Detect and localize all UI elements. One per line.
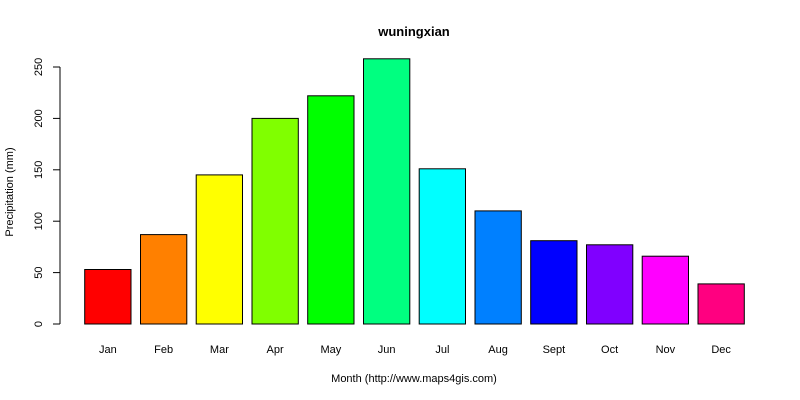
x-tick-label: Feb <box>154 344 173 356</box>
y-tick-label: 50 <box>33 266 45 278</box>
bar-mar <box>195 174 243 325</box>
bar-may <box>307 95 355 325</box>
y-axis-label: Precipitation (mm) <box>4 147 16 236</box>
x-tick-labels: Jan Feb Mar Apr May Jun Jul Aug Sept Oct Nov Dec <box>99 344 731 356</box>
bar-nov <box>641 255 690 325</box>
x-tick-label: Sept <box>543 344 566 356</box>
x-tick-label: Jun <box>378 344 396 356</box>
x-tick-label: Mar <box>210 344 229 356</box>
x-tick-label: Jul <box>435 344 449 356</box>
x-tick-label: Nov <box>656 344 676 356</box>
bar-aug <box>474 210 522 325</box>
y-tick-label: 250 <box>33 58 45 76</box>
bar-jul <box>418 168 467 325</box>
chart-title: wuningxian <box>377 24 450 39</box>
x-tick-label: May <box>321 344 342 356</box>
bar-group <box>84 58 745 325</box>
y-tick-label: 150 <box>33 161 45 179</box>
bar-jun <box>363 58 411 325</box>
bar-apr <box>251 117 299 325</box>
y-tick-label: 200 <box>33 109 45 127</box>
y-tick-label: 0 <box>33 321 45 327</box>
x-tick-label: Apr <box>267 344 284 356</box>
x-axis-label: Month (http://www.maps4gis.com) <box>331 373 497 385</box>
bar-jan <box>84 269 132 325</box>
x-tick-label: Jan <box>99 344 117 356</box>
x-tick-label: Oct <box>601 344 618 356</box>
bar-dec <box>697 283 745 325</box>
y-axis: 0 50 100 150 200 250 <box>33 58 61 327</box>
x-tick-label: Dec <box>711 344 731 356</box>
bar-sept <box>530 240 578 325</box>
x-tick-label: Aug <box>488 344 508 356</box>
bar-oct <box>586 244 634 325</box>
y-tick-label: 100 <box>33 212 45 230</box>
bar-feb <box>140 234 188 325</box>
